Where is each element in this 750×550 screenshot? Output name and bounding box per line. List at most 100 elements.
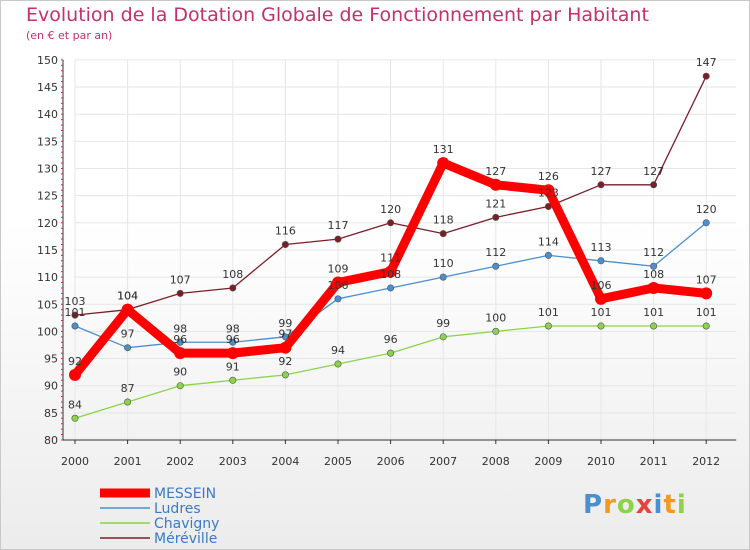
- x-tick-label: 2008: [482, 455, 510, 468]
- data-label: 127: [591, 165, 612, 178]
- data-point: [281, 241, 289, 249]
- data-point: [387, 349, 395, 357]
- data-label: 107: [696, 273, 717, 286]
- data-point: [437, 157, 450, 170]
- data-point: [597, 257, 605, 265]
- data-label: 104: [117, 290, 138, 303]
- x-tick-label: 2009: [534, 455, 562, 468]
- data-point: [334, 235, 342, 243]
- data-label: 117: [328, 219, 349, 232]
- data-label: 116: [275, 225, 296, 238]
- data-point: [439, 273, 447, 281]
- chart-subtitle: (en € et par an): [26, 29, 113, 42]
- logo-letter: t: [663, 490, 677, 520]
- data-label: 92: [68, 355, 82, 368]
- data-label: 101: [538, 306, 559, 319]
- data-point: [387, 284, 395, 292]
- y-tick-label: 80: [44, 434, 58, 447]
- data-label: 114: [538, 235, 559, 248]
- data-label: 108: [380, 268, 401, 281]
- data-label: 126: [538, 170, 559, 183]
- data-point: [702, 72, 710, 80]
- y-tick-label: 130: [37, 163, 58, 176]
- logo-letter: o: [616, 490, 636, 520]
- legend-label: Chavigny: [154, 516, 219, 532]
- data-point: [176, 338, 184, 346]
- data-point: [229, 376, 237, 384]
- data-point: [702, 322, 710, 330]
- labels-messein: 92 104 96 96 97 109 111 131 127 126 106 108 107: [68, 143, 717, 368]
- data-label: 147: [696, 56, 717, 69]
- data-label: 101: [643, 306, 664, 319]
- y-tick-label: 110: [37, 271, 58, 284]
- data-label: 96: [173, 333, 187, 346]
- chart-title: Evolution de la Dotation Globale de Fonc…: [26, 4, 649, 26]
- data-label: 97: [121, 328, 135, 341]
- data-label: 100: [485, 311, 506, 324]
- proxiti-logo: Proxiti: [583, 490, 687, 520]
- data-label: 109: [328, 263, 349, 276]
- x-tick-label: 2003: [219, 455, 247, 468]
- data-label: 121: [485, 197, 506, 210]
- series-ludres: [71, 219, 710, 352]
- data-point: [71, 311, 79, 319]
- data-point: [176, 289, 184, 297]
- data-label: 120: [380, 203, 401, 216]
- x-tick-label: 2004: [271, 455, 299, 468]
- data-point: [229, 284, 237, 292]
- data-point: [489, 178, 502, 191]
- data-point: [124, 398, 132, 406]
- data-point: [334, 360, 342, 368]
- data-point: [492, 213, 500, 221]
- y-tick-label: 120: [37, 217, 58, 230]
- x-tick-label: 2006: [377, 455, 405, 468]
- y-tick-label: 100: [37, 325, 58, 338]
- data-label: 106: [328, 279, 349, 292]
- y-tick-label: 95: [44, 353, 58, 366]
- x-tick-label: 2011: [640, 455, 668, 468]
- x-tick-label: 2012: [692, 455, 720, 468]
- data-label: 99: [436, 317, 450, 330]
- data-label: 90: [173, 366, 187, 379]
- data-point: [650, 322, 658, 330]
- legend-label: Ludres: [154, 501, 201, 517]
- data-label: 98: [226, 322, 240, 335]
- data-label: 92: [278, 355, 292, 368]
- data-point: [281, 371, 289, 379]
- data-label: 101: [696, 306, 717, 319]
- data-point: [121, 303, 134, 316]
- grid: [74, 59, 737, 441]
- logo-letter: x: [635, 490, 654, 520]
- data-point: [334, 295, 342, 303]
- legend-label: Méréville: [154, 531, 217, 547]
- data-point: [647, 281, 660, 294]
- data-label: 127: [485, 165, 506, 178]
- data-label: 96: [226, 333, 240, 346]
- series-chavigny: [71, 322, 710, 422]
- data-point: [69, 368, 81, 381]
- data-point: [650, 181, 658, 189]
- data-label: 103: [65, 295, 86, 308]
- data-label: 104: [117, 290, 138, 303]
- data-label: 94: [331, 344, 345, 357]
- data-point: [279, 341, 292, 354]
- labels-ludres: 101 97 98 98 99 106 108 110 112 114 113 112 120: [65, 203, 717, 341]
- x-tick-label: 2000: [61, 455, 89, 468]
- data-label: 113: [591, 241, 612, 254]
- y-tick-label: 85: [44, 407, 58, 420]
- data-label: 87: [121, 382, 135, 395]
- data-point: [71, 322, 79, 330]
- logo-letter: i: [676, 490, 687, 520]
- data-label: 110: [433, 257, 454, 270]
- legend-label: MESSEIN: [154, 486, 216, 502]
- data-point: [492, 327, 500, 335]
- data-point: [384, 265, 397, 278]
- data-label: 127: [643, 165, 664, 178]
- series-méréville: [71, 72, 710, 319]
- data-label: 91: [226, 360, 240, 373]
- y-tick-label: 105: [37, 298, 58, 311]
- data-point: [174, 347, 187, 360]
- data-point: [542, 184, 555, 197]
- y-tick-label: 140: [37, 108, 58, 121]
- labels-méréville: 103 104 107 108 116 117 120 118 121 123 127 127 147: [65, 56, 717, 308]
